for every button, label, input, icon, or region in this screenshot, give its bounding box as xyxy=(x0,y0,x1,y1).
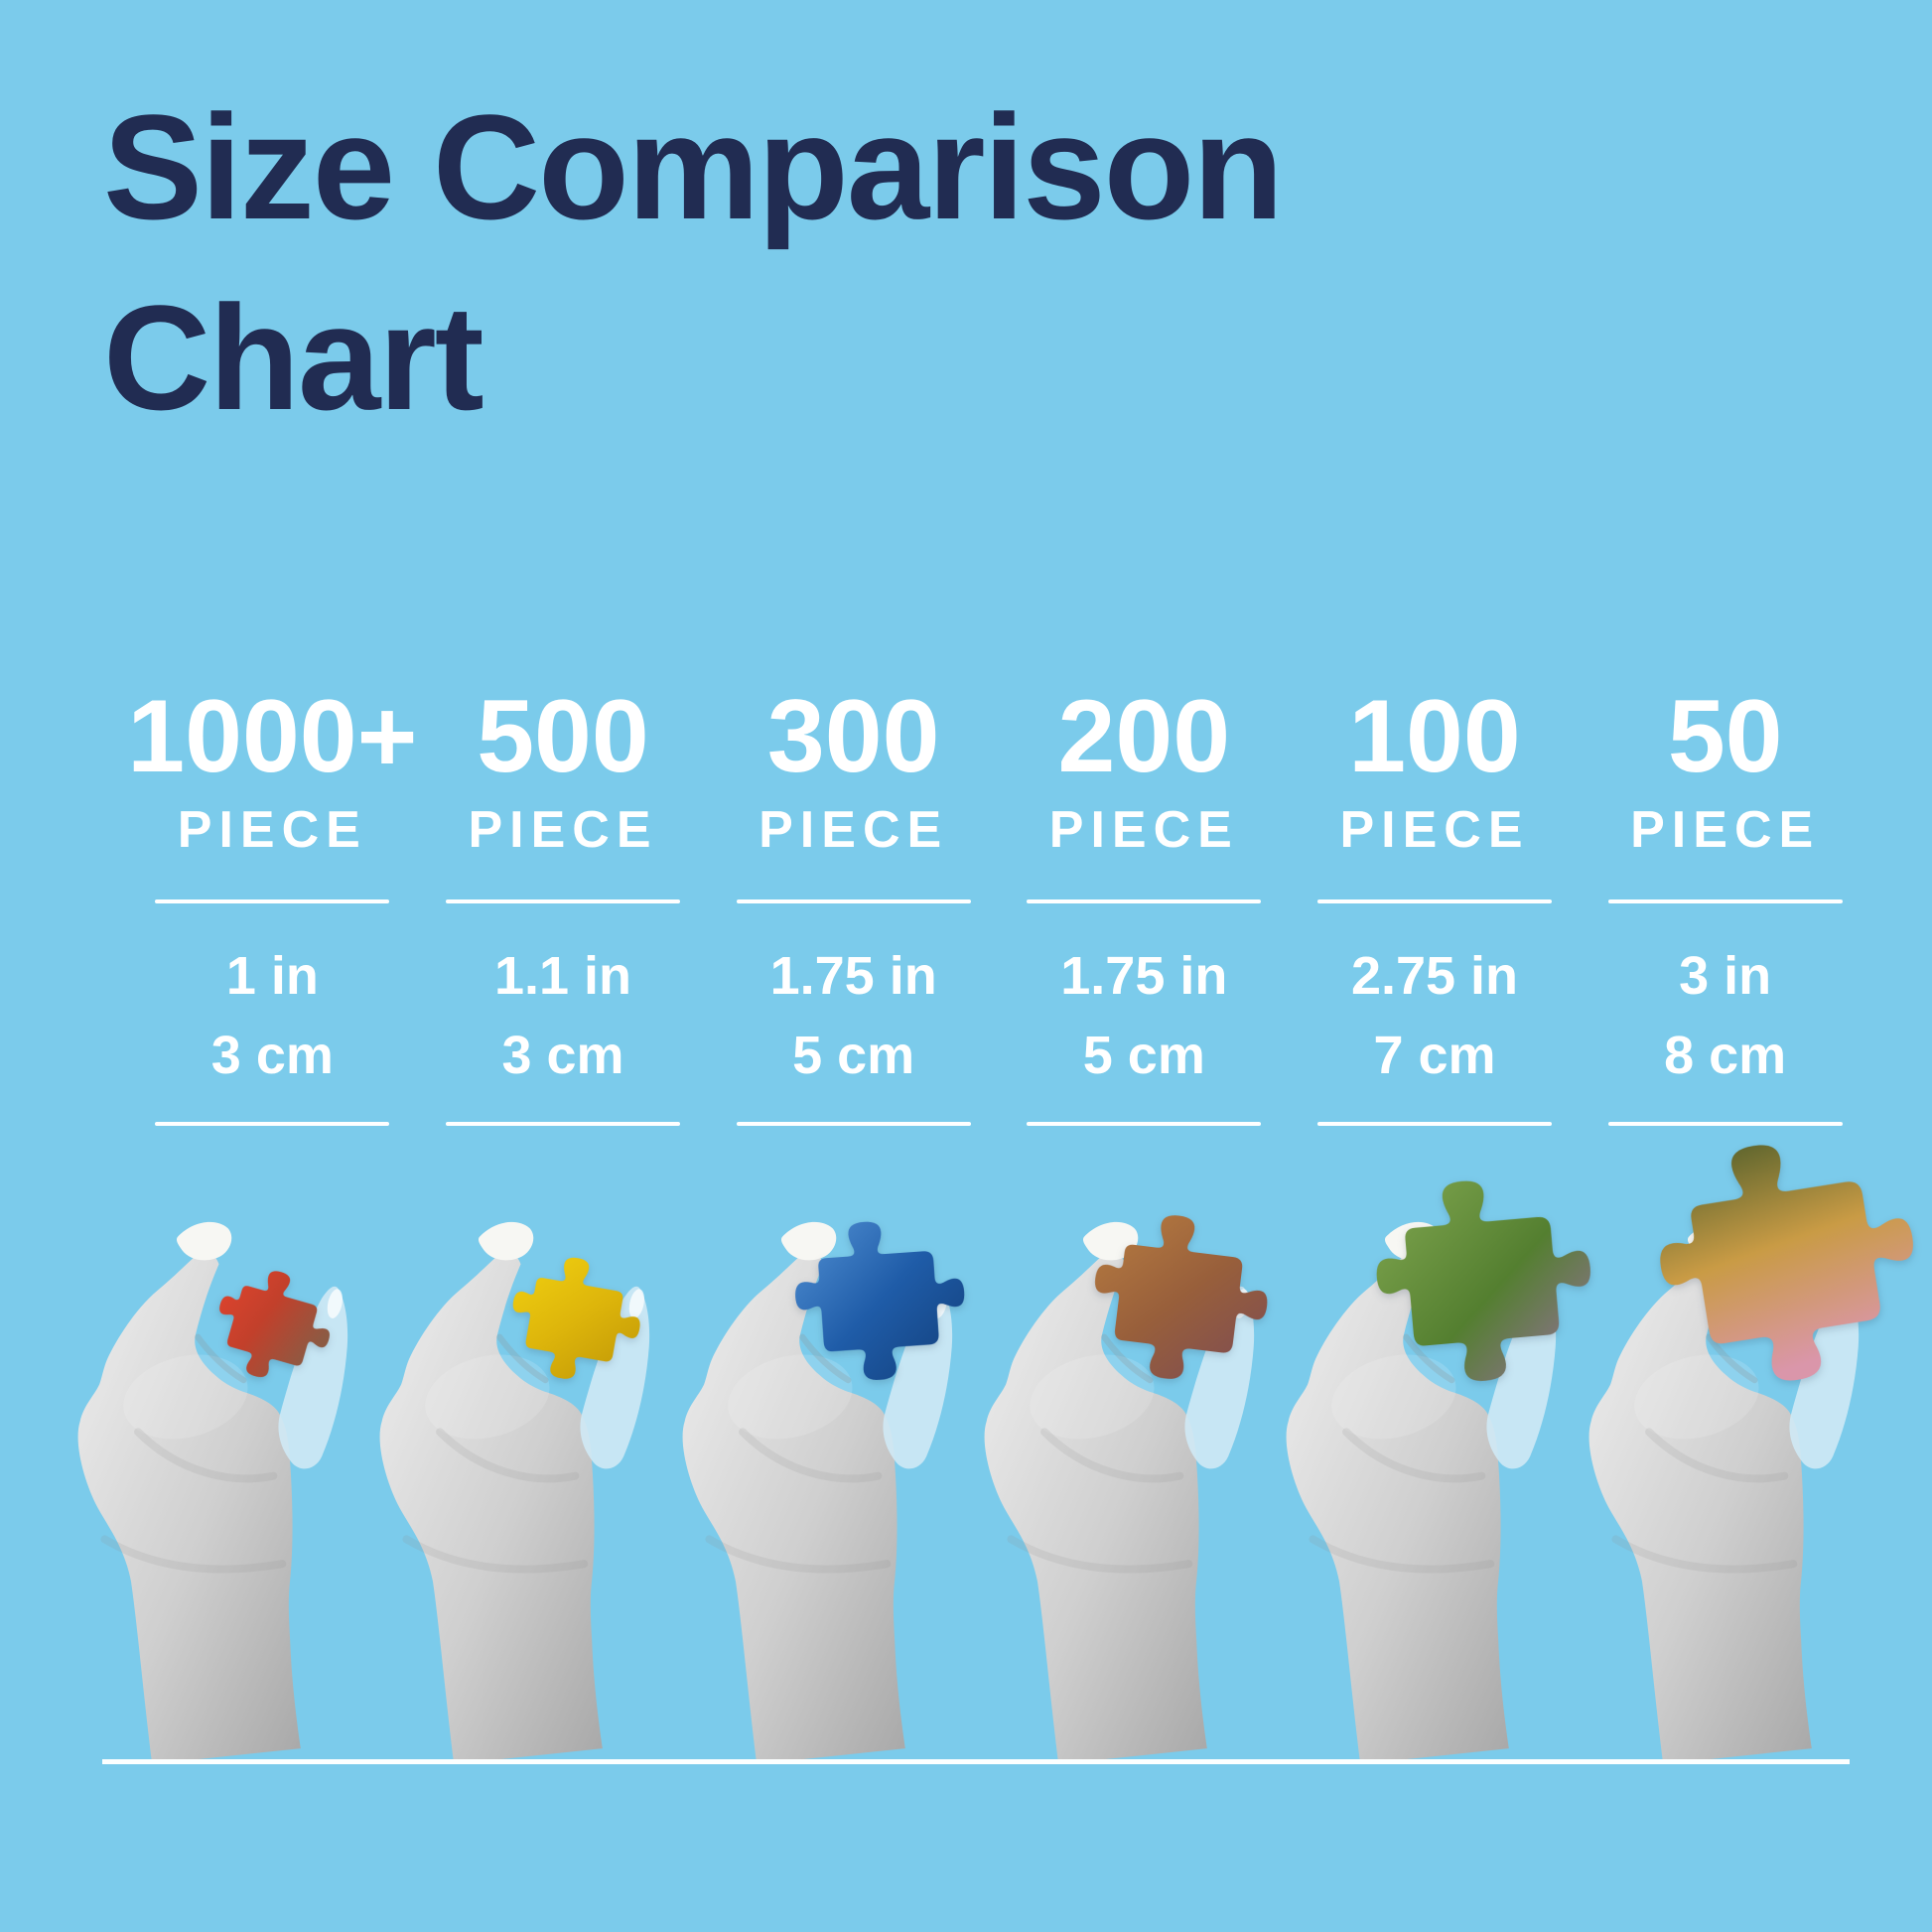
piece-count: 200 xyxy=(1057,679,1231,794)
hand-with-piece-200 xyxy=(966,1176,1268,1764)
piece-count: 100 xyxy=(1348,679,1521,794)
size-cm: 3 cm xyxy=(501,1026,624,1085)
hands-row xyxy=(60,1176,1872,1764)
baseline-rule xyxy=(102,1759,1850,1764)
piece-count-unit: PIECE xyxy=(468,801,658,859)
piece-count-unit: PIECE xyxy=(1630,801,1821,859)
hand-with-piece-1000 xyxy=(60,1176,361,1764)
size-comparison-table: 1000+ PIECE 1 in 3 cm 500 PIECE 1.1 in 3… xyxy=(127,685,1870,1126)
puzzle-piece-icon xyxy=(502,1236,652,1391)
page-title-line1: Size Comparison xyxy=(103,83,1284,250)
size-cm: 3 cm xyxy=(210,1026,334,1085)
size-cm: 5 cm xyxy=(1082,1026,1205,1085)
size-inches: 2.75 in xyxy=(1350,946,1519,1006)
size-column-200: 200 PIECE 1.75 in 5 cm xyxy=(999,685,1290,1126)
hand-with-piece-50 xyxy=(1571,1176,1872,1764)
size-inches: 1.75 in xyxy=(769,946,937,1006)
divider-line xyxy=(1607,1122,1843,1126)
piece-count: 500 xyxy=(477,679,649,794)
piece-count-unit: PIECE xyxy=(759,801,949,859)
divider-line xyxy=(445,1122,680,1126)
size-inches: 1.1 in xyxy=(493,946,632,1006)
size-cm: 5 cm xyxy=(792,1026,915,1085)
divider-line xyxy=(1607,899,1843,903)
size-inches: 1 in xyxy=(225,946,319,1006)
puzzle-piece-icon xyxy=(1640,1099,1931,1399)
size-column-50: 50 PIECE 3 in 8 cm xyxy=(1580,685,1870,1126)
divider-line xyxy=(155,1122,390,1126)
size-inches: 1.75 in xyxy=(1060,946,1228,1006)
hand-with-piece-300 xyxy=(664,1176,966,1764)
divider-line xyxy=(155,899,390,903)
size-inches: 3 in xyxy=(1679,946,1772,1006)
divider-line xyxy=(736,1122,971,1126)
piece-count: 300 xyxy=(766,679,940,794)
piece-count-unit: PIECE xyxy=(177,801,367,859)
puzzle-piece-icon xyxy=(789,1199,970,1386)
size-column-1000: 1000+ PIECE 1 in 3 cm xyxy=(127,685,418,1126)
size-cm: 7 cm xyxy=(1373,1026,1496,1085)
piece-count-unit: PIECE xyxy=(1048,801,1239,859)
piece-count: 50 xyxy=(1667,679,1783,794)
size-cm: 8 cm xyxy=(1664,1026,1787,1085)
divider-line xyxy=(1027,1122,1262,1126)
divider-line xyxy=(1316,1122,1552,1126)
divider-line xyxy=(1027,899,1262,903)
divider-line xyxy=(1316,899,1552,903)
page-title: Size Comparison Chart xyxy=(103,71,1284,453)
piece-count: 1000+ xyxy=(127,679,418,794)
size-column-100: 100 PIECE 2.75 in 7 cm xyxy=(1290,685,1581,1126)
hand-with-piece-100 xyxy=(1268,1176,1570,1764)
puzzle-piece-icon xyxy=(1084,1189,1279,1390)
divider-line xyxy=(736,899,971,903)
page-title-line2: Chart xyxy=(103,274,484,441)
size-column-500: 500 PIECE 1.1 in 3 cm xyxy=(418,685,709,1126)
size-column-300: 300 PIECE 1.75 in 5 cm xyxy=(708,685,999,1126)
pinching-hand-photo xyxy=(54,1167,361,1764)
hand-with-piece-500 xyxy=(361,1176,663,1764)
piece-count-unit: PIECE xyxy=(1339,801,1530,859)
divider-line xyxy=(445,899,680,903)
